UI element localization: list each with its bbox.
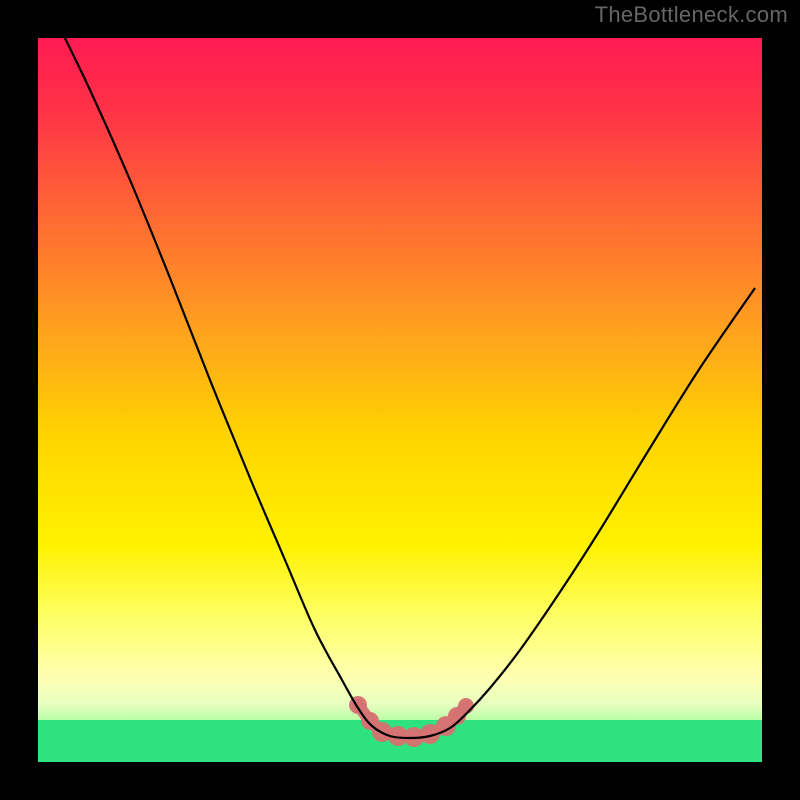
plot-background [38,38,762,762]
figure-root: TheBottleneck.com [0,0,800,800]
watermark-label: TheBottleneck.com [595,2,788,28]
chart-canvas [0,0,800,800]
